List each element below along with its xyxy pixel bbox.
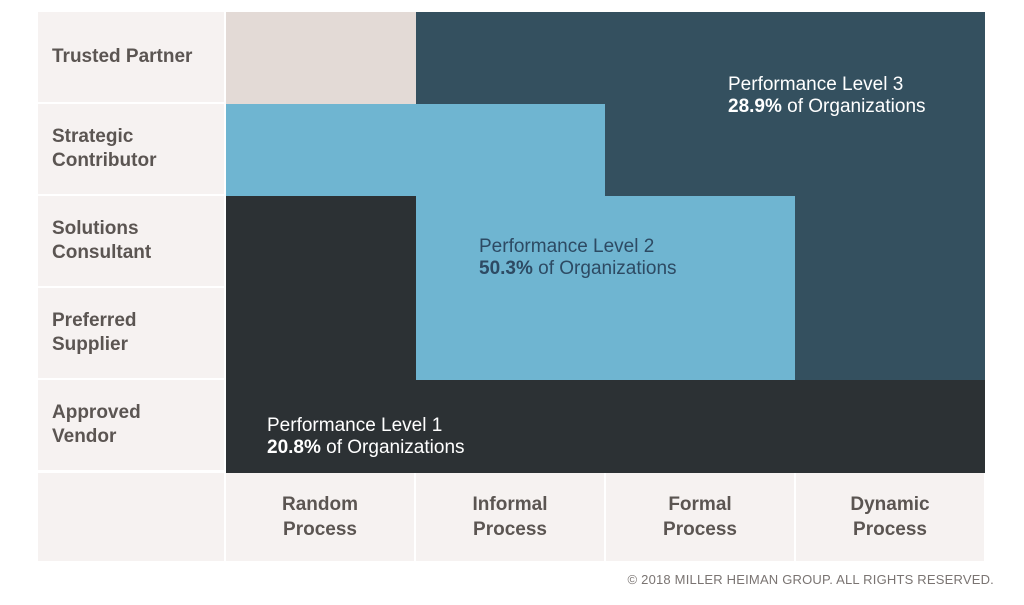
grid-cell-r3-c4 bbox=[794, 196, 985, 289]
grid-cell-r1-c2 bbox=[415, 12, 606, 105]
grid-cell-r3-c2 bbox=[415, 196, 606, 289]
level-1-label: Performance Level 1 20.8% of Organizatio… bbox=[267, 415, 465, 459]
level-1-percent: 20.8% bbox=[267, 437, 321, 458]
grid-cell-r5-c1 bbox=[226, 380, 417, 473]
grid-cell-r2-c4 bbox=[794, 104, 985, 197]
level-2-suffix: of Organizations bbox=[532, 258, 677, 279]
row-label-strategic-contributor: Strategic Contributor bbox=[38, 104, 224, 194]
level-2-percent: 50.3% bbox=[479, 258, 533, 279]
grid-cell-r4-c2 bbox=[415, 288, 606, 381]
copyright-notice: © 2018 MILLER HEIMAN GROUP. ALL RIGHTS R… bbox=[627, 572, 994, 587]
col-label-dynamic-process: Dynamic Process bbox=[796, 473, 984, 561]
grid-cell-r1-c4 bbox=[794, 12, 985, 105]
grid-cell-r2-c2 bbox=[415, 104, 606, 197]
level-3-percent: 28.9% bbox=[728, 96, 782, 117]
grid-cell-r5-c4 bbox=[794, 380, 985, 473]
row-label-solutions-consultant: Solutions Consultant bbox=[38, 196, 224, 286]
col-label-formal-process: Formal Process bbox=[606, 473, 794, 561]
grid-cell-r3-c3 bbox=[605, 196, 796, 289]
grid-cell-r4-c1 bbox=[226, 288, 417, 381]
level-2-title: Performance Level 2 bbox=[479, 236, 655, 257]
grid-cell-r2-c3 bbox=[605, 104, 796, 197]
row-label-approved-vendor: Approved Vendor bbox=[38, 380, 224, 470]
level-3-label: Performance Level 3 28.9% of Organizatio… bbox=[728, 74, 926, 118]
grid-cell-r4-c4 bbox=[794, 288, 985, 381]
col-label-informal-process: Informal Process bbox=[416, 473, 604, 561]
grid-cell-r4-c3 bbox=[605, 288, 796, 381]
level-1-title: Performance Level 1 bbox=[267, 415, 443, 436]
level-3-title: Performance Level 3 bbox=[728, 74, 904, 95]
grid-cell-r5-c2 bbox=[415, 380, 606, 473]
level-1-suffix: of Organizations bbox=[320, 437, 465, 458]
grid-cell-r1-c3 bbox=[605, 12, 796, 105]
corner-cell bbox=[38, 473, 224, 561]
col-label-random-process: Random Process bbox=[226, 473, 414, 561]
grid-cell-r3-c1 bbox=[226, 196, 417, 289]
grid-cell-r2-c1 bbox=[226, 104, 417, 197]
grid-cell-r5-c3 bbox=[605, 380, 796, 473]
row-label-preferred-supplier: Preferred Supplier bbox=[38, 288, 224, 378]
grid-cell-r1-c1 bbox=[226, 12, 417, 105]
level-3-suffix: of Organizations bbox=[781, 96, 926, 117]
level-2-label: Performance Level 2 50.3% of Organizatio… bbox=[479, 236, 677, 280]
row-label-trusted-partner: Trusted Partner bbox=[38, 12, 224, 102]
